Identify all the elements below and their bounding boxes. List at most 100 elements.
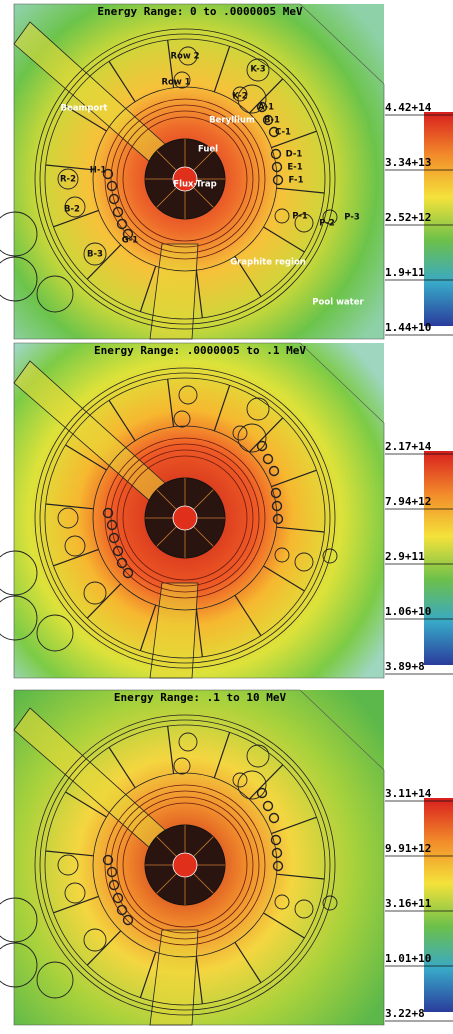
beryllium-ring xyxy=(116,110,254,248)
experiment-hole xyxy=(237,84,267,114)
graphite-spoke xyxy=(276,187,325,194)
graphite-spoke xyxy=(234,941,262,983)
colorbar-label: 1.9+11 xyxy=(385,266,425,279)
colorbar-label: 7.94+12 xyxy=(385,495,431,508)
region-label: C-1 xyxy=(275,128,291,138)
experiment-hole xyxy=(237,423,267,453)
colorbar-label: 3.11+14 xyxy=(385,787,432,800)
colorbar xyxy=(424,112,453,326)
graphite-spoke xyxy=(195,270,203,318)
small-hole xyxy=(112,892,124,904)
small-hole xyxy=(112,545,124,557)
experiment-hole xyxy=(178,385,198,405)
experiment-hole xyxy=(246,744,270,768)
reflector-ring xyxy=(34,367,336,669)
colorbar-label: 1.06+10 xyxy=(385,605,431,618)
graphite-spoke xyxy=(139,266,157,312)
experiment-hole xyxy=(274,894,290,910)
small-hole xyxy=(262,114,274,126)
graphite-spoke xyxy=(65,791,107,818)
experiment-hole xyxy=(36,275,74,313)
flux-panel: Energy Range: .0000005 to .1 MeV 2.17+14 7… xyxy=(0,342,453,679)
graphite-spoke xyxy=(276,873,325,880)
beryllium-ring xyxy=(110,443,260,593)
graphite-spoke xyxy=(65,105,107,132)
small-hole xyxy=(102,854,114,866)
experiment-hole xyxy=(178,46,198,66)
flux-trap xyxy=(172,166,198,192)
beryllium-ring xyxy=(116,449,254,587)
experiment-hole xyxy=(0,550,38,596)
colorbar-label: 3.89+8 xyxy=(385,660,425,673)
region-label: Pool water xyxy=(312,298,364,308)
small-hole xyxy=(272,860,284,872)
experiment-hole xyxy=(57,507,79,529)
beryllium-ring xyxy=(122,116,248,242)
graphite-spoke xyxy=(213,385,231,431)
region-label: B-2 xyxy=(64,205,80,215)
fuel-grid xyxy=(156,836,177,857)
experiment-hole xyxy=(57,168,79,190)
graphite-spoke xyxy=(45,850,94,857)
colorbar xyxy=(424,451,453,665)
reflector-ring xyxy=(34,28,336,330)
experiment-hole xyxy=(232,425,248,441)
graphite-spoke xyxy=(271,816,317,835)
reflector-ring xyxy=(39,33,331,325)
small-hole xyxy=(122,567,134,579)
graphite-spoke xyxy=(213,46,231,92)
small-hole xyxy=(268,465,280,477)
experiment-hole xyxy=(294,899,314,919)
panel-title: Energy Range: .1 to 10 MeV xyxy=(114,691,287,704)
experiment-hole xyxy=(83,242,107,266)
graphite-spoke xyxy=(53,548,99,567)
pool-boundary xyxy=(13,3,385,340)
fuel-grid xyxy=(193,187,214,208)
small-hole xyxy=(256,440,268,452)
small-hole xyxy=(116,557,128,569)
beryllium-ring xyxy=(110,790,260,940)
region-label: B-3 xyxy=(87,250,103,260)
experiment-hole xyxy=(322,895,338,911)
experiment-hole xyxy=(64,535,86,557)
reflector-ring xyxy=(39,372,331,664)
experiment-hole xyxy=(0,211,38,257)
reflector-ring xyxy=(44,38,326,320)
experiment-hole xyxy=(294,213,314,233)
region-label: Flux-Trap xyxy=(173,180,216,190)
small-hole xyxy=(271,500,283,512)
beryllium-ring xyxy=(104,437,266,599)
experiment-hole xyxy=(0,595,38,641)
graphite-spoke xyxy=(45,503,94,510)
experiment-hole xyxy=(232,86,248,102)
small-hole xyxy=(116,904,128,916)
fuel-grid xyxy=(193,836,214,857)
small-hole xyxy=(122,228,134,240)
experiment-hole xyxy=(36,961,74,999)
experiment-hole xyxy=(0,256,38,302)
graphite-spoke xyxy=(108,400,136,442)
experiment-hole xyxy=(246,397,270,421)
region-label: A-1 xyxy=(258,103,274,113)
graphite-spoke xyxy=(86,244,122,280)
fuel-grid xyxy=(193,150,214,171)
experiment-hole xyxy=(274,547,290,563)
region-label: P-2 xyxy=(319,219,335,229)
graphite-spoke xyxy=(271,469,317,488)
fuel-grid xyxy=(156,526,177,547)
beryllium-ring xyxy=(104,98,266,260)
experiment-hole xyxy=(246,58,270,82)
fuel-grid xyxy=(156,150,177,171)
graphite-spoke xyxy=(195,609,203,657)
graphite-spoke xyxy=(53,209,99,228)
experiment-hole xyxy=(0,897,38,943)
experiment-hole xyxy=(294,552,314,572)
graphite-spoke xyxy=(53,895,99,914)
region-label: H-1 xyxy=(90,166,107,176)
experiment-hole xyxy=(57,854,79,876)
small-hole xyxy=(262,800,274,812)
region-label: B-1 xyxy=(264,116,280,126)
fuel-grid xyxy=(193,526,214,547)
graphite-spoke xyxy=(167,379,175,427)
region-label: Row 1 xyxy=(161,78,190,88)
